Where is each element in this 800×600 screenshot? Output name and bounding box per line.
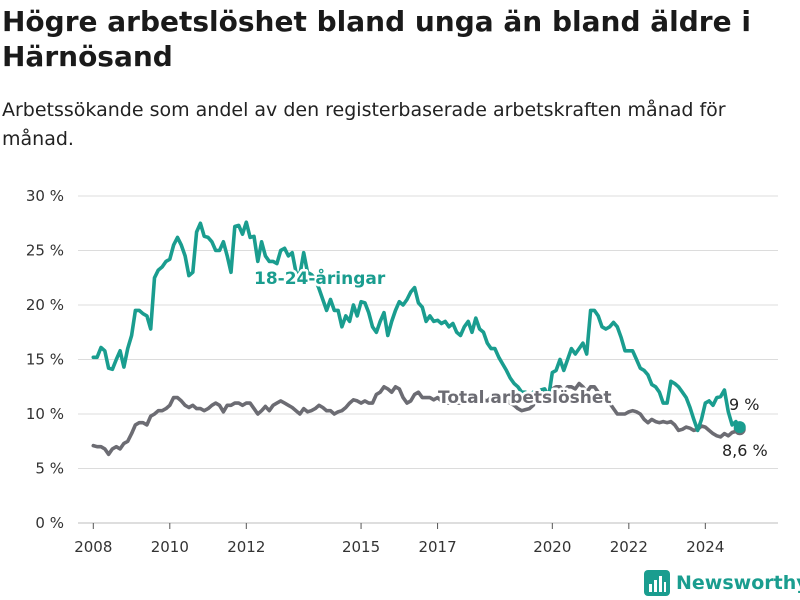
x-tick-label: 2012 xyxy=(227,538,265,556)
y-tick-label: 15 % xyxy=(26,351,64,369)
series-line-18-24-ringar xyxy=(91,220,742,433)
x-tick-label: 2020 xyxy=(533,538,571,556)
newsworthy-logo[interactable]: Newsworthy xyxy=(644,568,800,598)
brand-name: Newsworthy xyxy=(676,572,800,594)
series-line-total-arbetsl-shet xyxy=(91,381,742,457)
x-tick-label: 2008 xyxy=(74,538,112,556)
end-point xyxy=(733,421,746,434)
y-tick-label: 20 % xyxy=(26,296,64,314)
chart-title: Högre arbetslöshet bland unga än bland ä… xyxy=(2,5,751,73)
series-label-total-halo: Total arbetslöshet xyxy=(438,388,612,408)
x-tick-label: 2015 xyxy=(342,538,380,556)
y-axis: 0 % 5 % 10 % 15 % 20 % 25 % 30 % xyxy=(26,187,64,532)
series-label-youth-halo: 18-24-åringar xyxy=(254,267,386,289)
y-tick-label: 5 % xyxy=(35,460,64,478)
bar-chart-logo-icon xyxy=(644,570,670,596)
y-tick-label: 30 % xyxy=(26,187,64,205)
x-tick-label: 2017 xyxy=(418,538,456,556)
x-axis: 2008 2010 2012 2015 2017 2020 2022 2024 xyxy=(74,523,724,556)
y-tick-label: 0 % xyxy=(35,514,64,532)
x-tick-label: 2010 xyxy=(151,538,189,556)
y-gridlines xyxy=(78,195,778,524)
series-label-youth: 18-24-åringar xyxy=(254,267,386,289)
x-tick-label: 2024 xyxy=(686,538,724,556)
series-label-total: Total arbetslöshet xyxy=(438,388,612,408)
chart-subtitle: Arbetssökande som andel av den registerb… xyxy=(2,99,726,150)
series-lines xyxy=(91,220,746,457)
y-tick-label: 10 % xyxy=(26,405,64,423)
end-label-total: 8,6 % xyxy=(722,441,768,460)
x-tick-label: 2022 xyxy=(610,538,648,556)
y-tick-label: 25 % xyxy=(26,242,64,260)
end-label-youth: 9 % xyxy=(729,395,759,414)
